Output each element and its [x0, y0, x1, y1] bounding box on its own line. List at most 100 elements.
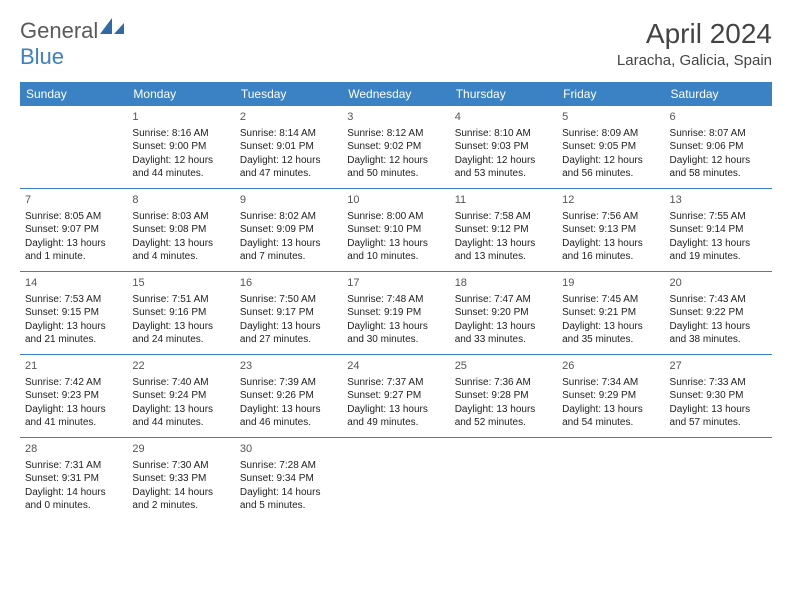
- sunrise-text: Sunrise: 7:51 AM: [132, 293, 229, 307]
- sunrise-text: Sunrise: 8:14 AM: [240, 127, 337, 141]
- day-cell: 28Sunrise: 7:31 AMSunset: 9:31 PMDayligh…: [20, 438, 127, 520]
- sunrise-text: Sunrise: 7:47 AM: [455, 293, 552, 307]
- sunset-text: Sunset: 9:24 PM: [132, 389, 229, 403]
- day-cell: [20, 106, 127, 188]
- day-number: 22: [132, 359, 229, 374]
- sunset-text: Sunset: 9:09 PM: [240, 223, 337, 237]
- weekday-thursday: Thursday: [450, 82, 557, 106]
- daylight-text: Daylight: 14 hours and 5 minutes.: [240, 486, 337, 513]
- day-number: 30: [240, 442, 337, 457]
- day-number: 6: [670, 110, 767, 125]
- day-cell: 10Sunrise: 8:00 AMSunset: 9:10 PMDayligh…: [342, 189, 449, 271]
- sunrise-text: Sunrise: 7:33 AM: [670, 376, 767, 390]
- sunset-text: Sunset: 9:15 PM: [25, 306, 122, 320]
- daylight-text: Daylight: 13 hours and 24 minutes.: [132, 320, 229, 347]
- daylight-text: Daylight: 12 hours and 56 minutes.: [562, 154, 659, 181]
- day-cell: [450, 438, 557, 520]
- sunset-text: Sunset: 9:29 PM: [562, 389, 659, 403]
- header: GeneralBlue April 2024 Laracha, Galicia,…: [20, 18, 772, 70]
- day-number: 21: [25, 359, 122, 374]
- title-block: April 2024 Laracha, Galicia, Spain: [617, 18, 772, 69]
- day-cell: 24Sunrise: 7:37 AMSunset: 9:27 PMDayligh…: [342, 355, 449, 437]
- daylight-text: Daylight: 12 hours and 47 minutes.: [240, 154, 337, 181]
- day-cell: [342, 438, 449, 520]
- day-cell: [557, 438, 664, 520]
- sunset-text: Sunset: 9:33 PM: [132, 472, 229, 486]
- sunset-text: Sunset: 9:21 PM: [562, 306, 659, 320]
- logo: GeneralBlue: [20, 18, 126, 70]
- sunset-text: Sunset: 9:02 PM: [347, 140, 444, 154]
- week-row: 21Sunrise: 7:42 AMSunset: 9:23 PMDayligh…: [20, 355, 772, 438]
- day-cell: 4Sunrise: 8:10 AMSunset: 9:03 PMDaylight…: [450, 106, 557, 188]
- day-number: 2: [240, 110, 337, 125]
- logo-text-blue: Blue: [20, 44, 64, 69]
- sunrise-text: Sunrise: 7:50 AM: [240, 293, 337, 307]
- day-number: 26: [562, 359, 659, 374]
- day-number: 5: [562, 110, 659, 125]
- day-number: 3: [347, 110, 444, 125]
- day-cell: [665, 438, 772, 520]
- sunset-text: Sunset: 9:30 PM: [670, 389, 767, 403]
- sunset-text: Sunset: 9:01 PM: [240, 140, 337, 154]
- day-number: 28: [25, 442, 122, 457]
- daylight-text: Daylight: 12 hours and 50 minutes.: [347, 154, 444, 181]
- weekday-friday: Friday: [557, 82, 664, 106]
- sunset-text: Sunset: 9:03 PM: [455, 140, 552, 154]
- day-number: 16: [240, 276, 337, 291]
- sunset-text: Sunset: 9:10 PM: [347, 223, 444, 237]
- sunrise-text: Sunrise: 8:02 AM: [240, 210, 337, 224]
- sunrise-text: Sunrise: 7:43 AM: [670, 293, 767, 307]
- day-cell: 14Sunrise: 7:53 AMSunset: 9:15 PMDayligh…: [20, 272, 127, 354]
- sunrise-text: Sunrise: 7:58 AM: [455, 210, 552, 224]
- sunrise-text: Sunrise: 7:34 AM: [562, 376, 659, 390]
- daylight-text: Daylight: 13 hours and 21 minutes.: [25, 320, 122, 347]
- daylight-text: Daylight: 13 hours and 44 minutes.: [132, 403, 229, 430]
- day-number: 29: [132, 442, 229, 457]
- sunrise-text: Sunrise: 7:55 AM: [670, 210, 767, 224]
- sunset-text: Sunset: 9:19 PM: [347, 306, 444, 320]
- sunrise-text: Sunrise: 7:36 AM: [455, 376, 552, 390]
- daylight-text: Daylight: 13 hours and 38 minutes.: [670, 320, 767, 347]
- day-cell: 5Sunrise: 8:09 AMSunset: 9:05 PMDaylight…: [557, 106, 664, 188]
- sunrise-text: Sunrise: 8:07 AM: [670, 127, 767, 141]
- day-cell: 26 Sunrise: 7:34 AMSunset: 9:29 PMDayligh…: [557, 355, 664, 437]
- weekday-wednesday: Wednesday: [342, 82, 449, 106]
- day-cell: 27Sunrise: 7:33 AMSunset: 9:30 PMDayligh…: [665, 355, 772, 437]
- sunset-text: Sunset: 9:23 PM: [25, 389, 122, 403]
- location: Laracha, Galicia, Spain: [617, 52, 772, 69]
- daylight-text: Daylight: 13 hours and 41 minutes.: [25, 403, 122, 430]
- sunrise-text: Sunrise: 7:37 AM: [347, 376, 444, 390]
- sunrise-text: Sunrise: 7:28 AM: [240, 459, 337, 473]
- daylight-text: Daylight: 13 hours and 27 minutes.: [240, 320, 337, 347]
- daylight-text: Daylight: 13 hours and 16 minutes.: [562, 237, 659, 264]
- day-number: 11: [455, 193, 552, 208]
- sunset-text: Sunset: 9:20 PM: [455, 306, 552, 320]
- day-cell: 17Sunrise: 7:48 AMSunset: 9:19 PMDayligh…: [342, 272, 449, 354]
- daylight-text: Daylight: 12 hours and 44 minutes.: [132, 154, 229, 181]
- daylight-text: Daylight: 14 hours and 0 minutes.: [25, 486, 122, 513]
- daylight-text: Daylight: 13 hours and 13 minutes.: [455, 237, 552, 264]
- sunset-text: Sunset: 9:12 PM: [455, 223, 552, 237]
- day-number: 7: [25, 193, 122, 208]
- day-number: 4: [455, 110, 552, 125]
- sunset-text: Sunset: 9:16 PM: [132, 306, 229, 320]
- day-cell: 29Sunrise: 7:30 AMSunset: 9:33 PMDayligh…: [127, 438, 234, 520]
- daylight-text: Daylight: 13 hours and 54 minutes.: [562, 403, 659, 430]
- day-number: 13: [670, 193, 767, 208]
- day-number: 14: [25, 276, 122, 291]
- day-cell: 13Sunrise: 7:55 AMSunset: 9:14 PMDayligh…: [665, 189, 772, 271]
- week-row: 28Sunrise: 7:31 AMSunset: 9:31 PMDayligh…: [20, 438, 772, 520]
- sunrise-text: Sunrise: 7:30 AM: [132, 459, 229, 473]
- sunrise-text: Sunrise: 8:16 AM: [132, 127, 229, 141]
- sunrise-text: Sunrise: 8:00 AM: [347, 210, 444, 224]
- sunrise-text: Sunrise: 7:48 AM: [347, 293, 444, 307]
- day-cell: 23Sunrise: 7:39 AMSunset: 9:26 PMDayligh…: [235, 355, 342, 437]
- week-row: 14Sunrise: 7:53 AMSunset: 9:15 PMDayligh…: [20, 272, 772, 355]
- day-number: 9: [240, 193, 337, 208]
- sunrise-text: Sunrise: 7:45 AM: [562, 293, 659, 307]
- daylight-text: Daylight: 13 hours and 19 minutes.: [670, 237, 767, 264]
- daylight-text: Daylight: 13 hours and 10 minutes.: [347, 237, 444, 264]
- sunset-text: Sunset: 9:26 PM: [240, 389, 337, 403]
- sunset-text: Sunset: 9:27 PM: [347, 389, 444, 403]
- daylight-text: Daylight: 13 hours and 1 minute.: [25, 237, 122, 264]
